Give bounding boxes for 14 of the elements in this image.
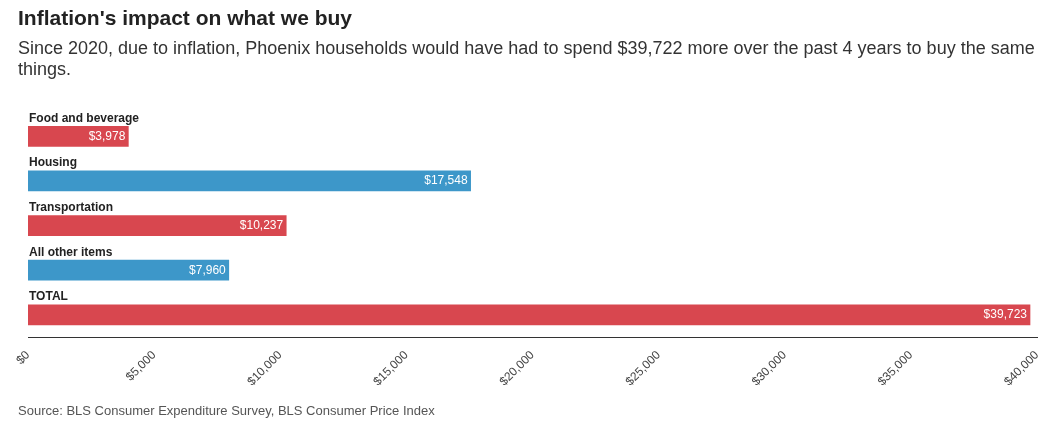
y-tick-label: Transportation bbox=[29, 199, 114, 214]
data-label: $17,548 bbox=[424, 173, 468, 188]
data-label: $10,237 bbox=[239, 217, 284, 232]
y-tick-label: Housing bbox=[29, 155, 77, 170]
data-label: $39,723 bbox=[983, 307, 1028, 322]
y-tick-label: TOTAL bbox=[29, 289, 68, 304]
chart-subtitle: Since 2020, due to inflation, Phoenix households would have had to spend $39,722 more over the past 4 years to buy the same things. bbox=[18, 38, 1036, 80]
x-tick-label: $0 bbox=[13, 347, 33, 368]
data-label: $7,960 bbox=[189, 262, 227, 277]
data-label: $3,978 bbox=[88, 128, 126, 143]
chart-title: Inflation's impact on what we buy bbox=[18, 6, 353, 30]
source-note: Source: BLS Consumer Expenditure Survey, BLS Consumer Price Index bbox=[18, 403, 435, 418]
y-tick-label: All other items bbox=[29, 244, 113, 259]
y-tick-label: Food and beverage bbox=[29, 110, 140, 125]
